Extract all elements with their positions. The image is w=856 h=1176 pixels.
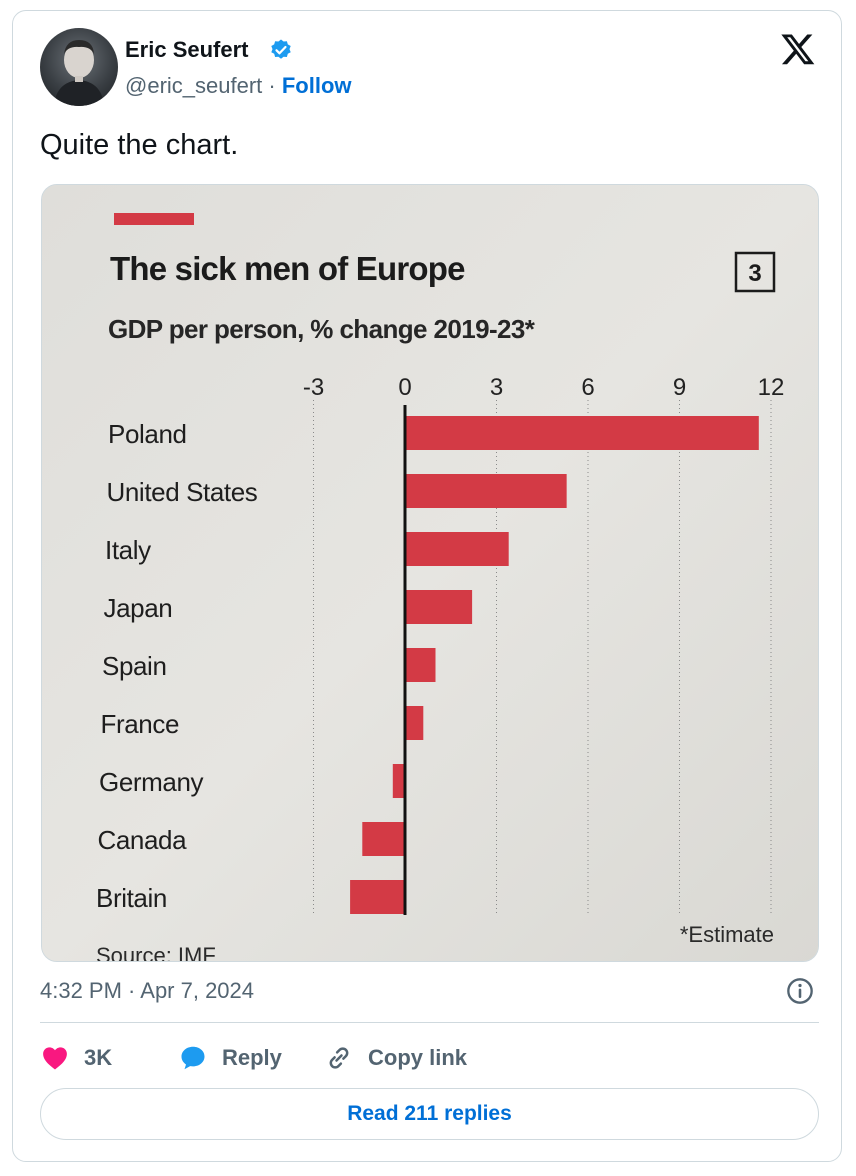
tick-label: -3: [303, 374, 324, 401]
x-logo-icon[interactable]: [780, 31, 816, 67]
tweet-timestamp[interactable]: 4:32 PM · Apr 7, 2024: [40, 978, 255, 1003]
bar: [392, 764, 405, 798]
chart-source: Source: IMF: [96, 943, 216, 962]
verified-badge-icon: [271, 39, 291, 59]
reply-button[interactable]: Reply: [178, 1041, 282, 1075]
author-handle[interactable]: @eric_seufert: [125, 73, 263, 98]
category-label: Britain: [96, 883, 167, 913]
tick-label: 0: [398, 374, 411, 401]
tick-label: 6: [581, 374, 594, 401]
category-label: Spain: [102, 651, 167, 681]
chart-footnote: *Estimate: [680, 922, 774, 947]
category-label: Germany: [99, 767, 204, 797]
category-label: United States: [107, 477, 258, 507]
avatar-portrait-icon: [54, 40, 104, 106]
bar: [405, 416, 759, 450]
bar: [362, 822, 405, 856]
category-label: Poland: [108, 419, 187, 449]
like-button[interactable]: 3K: [40, 1041, 112, 1075]
author-avatar[interactable]: [40, 28, 118, 106]
read-replies-button[interactable]: Read 211 replies: [40, 1088, 819, 1140]
reply-bubble-icon: [181, 1046, 205, 1070]
tweet-media-image[interactable]: The sick men of Europe 3 GDP per person,…: [41, 184, 819, 962]
chart-badge-number: 3: [748, 260, 761, 287]
bar: [405, 648, 436, 682]
like-count: 3K: [84, 1045, 113, 1070]
category-label: Italy: [105, 535, 151, 565]
bar: [405, 706, 424, 740]
accent-bar: [114, 213, 194, 225]
paper-background: [42, 185, 818, 961]
reply-label: Reply: [222, 1045, 282, 1070]
follow-link[interactable]: Follow: [281, 73, 352, 98]
action-bar: 3K Reply Copy link: [40, 1041, 819, 1075]
category-label: France: [101, 709, 180, 739]
category-label: Japan: [104, 593, 173, 623]
chart-photo: The sick men of Europe 3 GDP per person,…: [42, 185, 818, 962]
tick-label: 9: [673, 374, 686, 401]
tweet-card: Eric Seufert @eric_seufert · Follow Quit…: [12, 10, 842, 1162]
category-label: Canada: [98, 825, 188, 855]
author-handle-row: @eric_seufert · Follow: [125, 73, 352, 99]
bar: [405, 532, 509, 566]
chart-badge: 3: [734, 251, 776, 293]
heart-icon: [43, 1047, 67, 1070]
tick-label: 12: [758, 374, 785, 401]
tweet-text: Quite the chart.: [40, 129, 239, 161]
tick-label: 3: [490, 374, 503, 401]
bar: [405, 590, 473, 624]
divider: [40, 1022, 819, 1023]
info-icon[interactable]: [786, 977, 814, 1005]
author-name[interactable]: Eric Seufert: [125, 37, 249, 62]
handle-separator: ·: [262, 73, 282, 98]
chart-title: The sick men of Europe: [110, 250, 465, 287]
copy-link-label: Copy link: [368, 1045, 468, 1070]
bar: [350, 880, 405, 914]
copy-link-button[interactable]: Copy link: [324, 1041, 467, 1075]
link-icon: [329, 1047, 349, 1069]
bar: [405, 474, 567, 508]
chart-subtitle: GDP per person, % change 2019-23*: [108, 314, 536, 344]
